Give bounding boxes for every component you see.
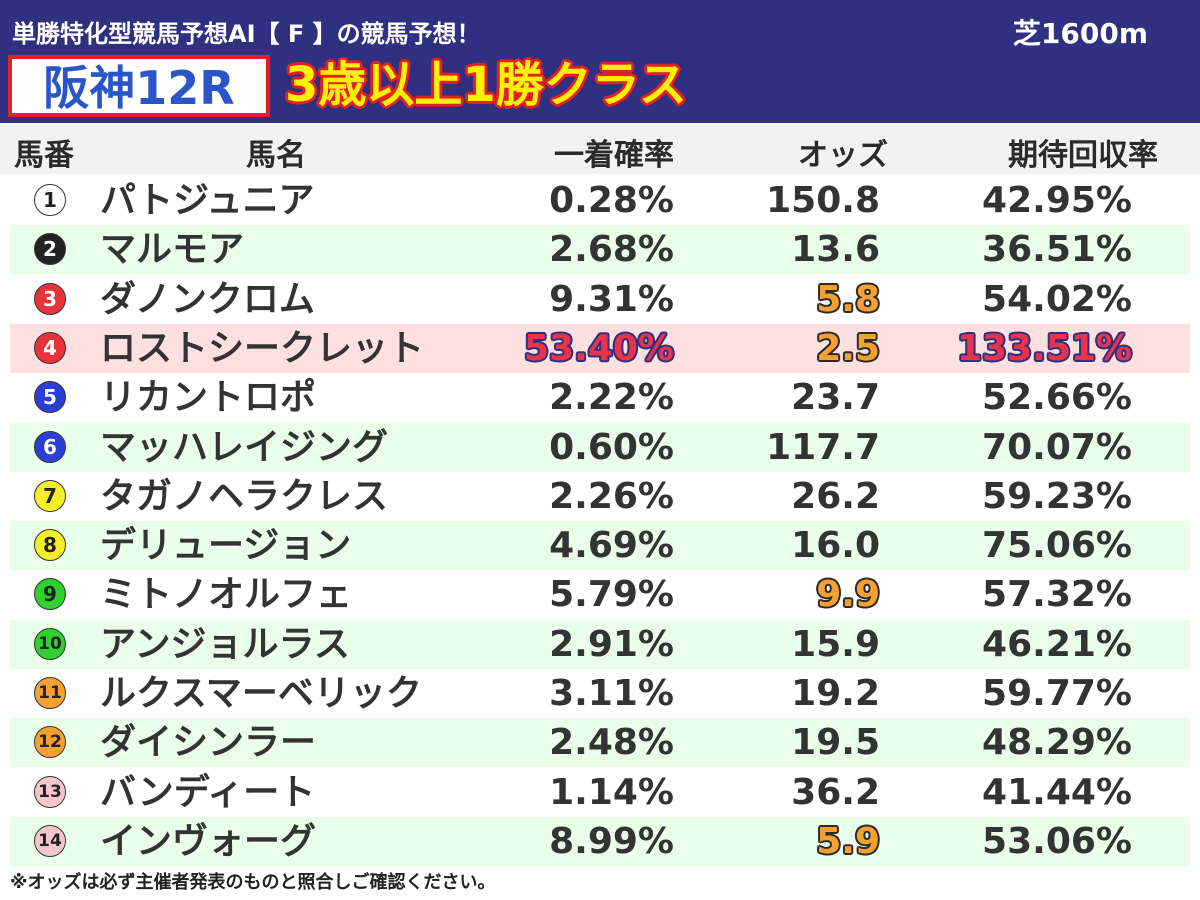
col-expected-return: 期待回収率 <box>1008 138 1158 173</box>
win-probability: 3.11% <box>549 673 674 714</box>
odds-value: 13.6 <box>791 229 880 270</box>
venue-badge: 阪神12R <box>8 55 270 117</box>
odds-value: 19.5 <box>791 722 880 763</box>
odds-value: 36.2 <box>791 772 880 813</box>
table-row: 14 インヴォーグ 8.99% 5.9 53.06% <box>10 817 1190 866</box>
horse-number-badge: 12 <box>34 726 66 758</box>
table-row: 5 リカントロポ 2.22% 23.7 52.66% <box>10 373 1190 422</box>
win-probability: 9.31% <box>549 279 674 320</box>
horse-name: デリュージョン <box>100 525 352 566</box>
expected-return: 59.77% <box>982 673 1132 714</box>
odds-value: 150.8 <box>766 180 880 221</box>
horse-number-badge: 6 <box>34 431 66 463</box>
table-row: 13 バンディート 1.14% 36.2 41.44% <box>10 768 1190 817</box>
footnote: ※オッズは必ず主催者発表のものと照合しご確認ください。 <box>10 872 496 893</box>
odds-value: 5.9 <box>816 821 880 862</box>
odds-value: 2.5 <box>816 328 880 369</box>
horse-number-badge: 3 <box>34 283 66 315</box>
expected-return: 75.06% <box>982 525 1132 566</box>
expected-return: 57.32% <box>982 574 1132 615</box>
table-row: 10 アンジョルラス 2.91% 15.9 46.21% <box>10 620 1190 669</box>
horse-name: ダイシンラー <box>100 722 317 763</box>
table-row: 4 ロストシークレット 53.40% 2.5 133.51% <box>10 324 1190 373</box>
expected-return: 70.07% <box>982 427 1132 468</box>
horse-name: マッハレイジング <box>100 427 389 468</box>
win-probability: 5.79% <box>549 574 674 615</box>
subtitle: 単勝特化型競馬予想AI【 F 】の競馬予想！ <box>12 20 481 48</box>
horse-name: バンディート <box>100 772 316 813</box>
win-probability: 0.28% <box>549 180 674 221</box>
odds-value: 15.9 <box>791 624 880 665</box>
col-win-prob: 一着確率 <box>554 138 674 173</box>
table-row: 9 ミトノオルフェ 5.79% 9.9 57.32% <box>10 570 1190 619</box>
win-probability: 2.68% <box>549 229 674 270</box>
table-row: 6 マッハレイジング 0.60% 117.7 70.07% <box>10 423 1190 472</box>
win-probability: 2.22% <box>549 377 674 418</box>
header-banner: 単勝特化型競馬予想AI【 F 】の競馬予想！ 芝1600m 阪神12R 3歳以上… <box>0 0 1200 123</box>
table-row: 1 パトジュニア 0.28% 150.8 42.95% <box>10 176 1190 225</box>
expected-return: 52.66% <box>982 377 1132 418</box>
venue-race-number: 阪神12R <box>43 61 235 115</box>
horse-number-badge: 8 <box>34 529 66 561</box>
win-probability: 2.91% <box>549 624 674 665</box>
horse-name: パトジュニア <box>100 180 315 221</box>
expected-return: 48.29% <box>982 722 1132 763</box>
odds-value: 9.9 <box>816 574 880 615</box>
horse-name: ミトノオルフェ <box>100 574 353 615</box>
win-probability: 1.14% <box>549 772 674 813</box>
expected-return: 53.06% <box>982 821 1132 862</box>
horse-name: ルクスマーベリック <box>100 673 422 714</box>
odds-value: 23.7 <box>791 377 880 418</box>
expected-return: 46.21% <box>982 624 1132 665</box>
table-row: 2 マルモア 2.68% 13.6 36.51% <box>10 225 1190 274</box>
horse-name: ロストシークレット <box>100 328 425 369</box>
horse-number-badge: 2 <box>34 233 66 265</box>
horse-name: ダノンクロム <box>100 279 315 320</box>
win-probability: 2.26% <box>549 476 674 517</box>
horse-number-badge: 9 <box>34 578 66 610</box>
odds-value: 5.8 <box>816 279 880 320</box>
table-row: 8 デリュージョン 4.69% 16.0 75.06% <box>10 521 1190 570</box>
expected-return: 36.51% <box>982 229 1132 270</box>
table-row: 3 ダノンクロム 9.31% 5.8 54.02% <box>10 275 1190 324</box>
expected-return: 59.23% <box>982 476 1132 517</box>
horse-name: インヴォーグ <box>100 821 317 862</box>
race-class: 3歳以上1勝クラス <box>285 57 687 113</box>
horse-number-badge: 11 <box>34 677 66 709</box>
horse-number-badge: 1 <box>34 184 66 216</box>
col-name: 馬名 <box>246 138 306 173</box>
horse-number-badge: 5 <box>34 381 66 413</box>
win-probability: 4.69% <box>549 525 674 566</box>
win-probability: 53.40% <box>524 328 674 369</box>
horse-number-badge: 4 <box>34 332 66 364</box>
expected-return: 54.02% <box>982 279 1132 320</box>
horse-name: アンジョルラス <box>100 624 350 665</box>
expected-return: 41.44% <box>982 772 1132 813</box>
column-header: 馬番 馬名 一着確率 オッズ 期待回収率 <box>0 124 1200 174</box>
horse-number-badge: 10 <box>34 628 66 660</box>
horse-number-badge: 14 <box>34 825 66 857</box>
odds-value: 16.0 <box>791 525 880 566</box>
odds-value: 117.7 <box>766 427 880 468</box>
table-row: 7 タガノヘラクレス 2.26% 26.2 59.23% <box>10 472 1190 521</box>
table-row: 12 ダイシンラー 2.48% 19.5 48.29% <box>10 718 1190 767</box>
horse-name: マルモア <box>100 229 245 270</box>
win-probability: 8.99% <box>549 821 674 862</box>
horse-number-badge: 13 <box>34 776 66 808</box>
horse-name: タガノヘラクレス <box>100 476 389 517</box>
expected-return: 42.95% <box>982 180 1132 221</box>
win-probability: 0.60% <box>549 427 674 468</box>
expected-return: 133.51% <box>957 328 1132 369</box>
horse-number-badge: 7 <box>34 480 66 512</box>
win-probability: 2.48% <box>549 722 674 763</box>
odds-value: 26.2 <box>791 476 880 517</box>
col-odds: オッズ <box>798 138 888 173</box>
race-distance: 芝1600m <box>1012 17 1148 50</box>
table-row: 11 ルクスマーベリック 3.11% 19.2 59.77% <box>10 669 1190 718</box>
horse-name: リカントロポ <box>100 377 317 418</box>
odds-value: 19.2 <box>791 673 880 714</box>
col-number: 馬番 <box>14 138 74 173</box>
